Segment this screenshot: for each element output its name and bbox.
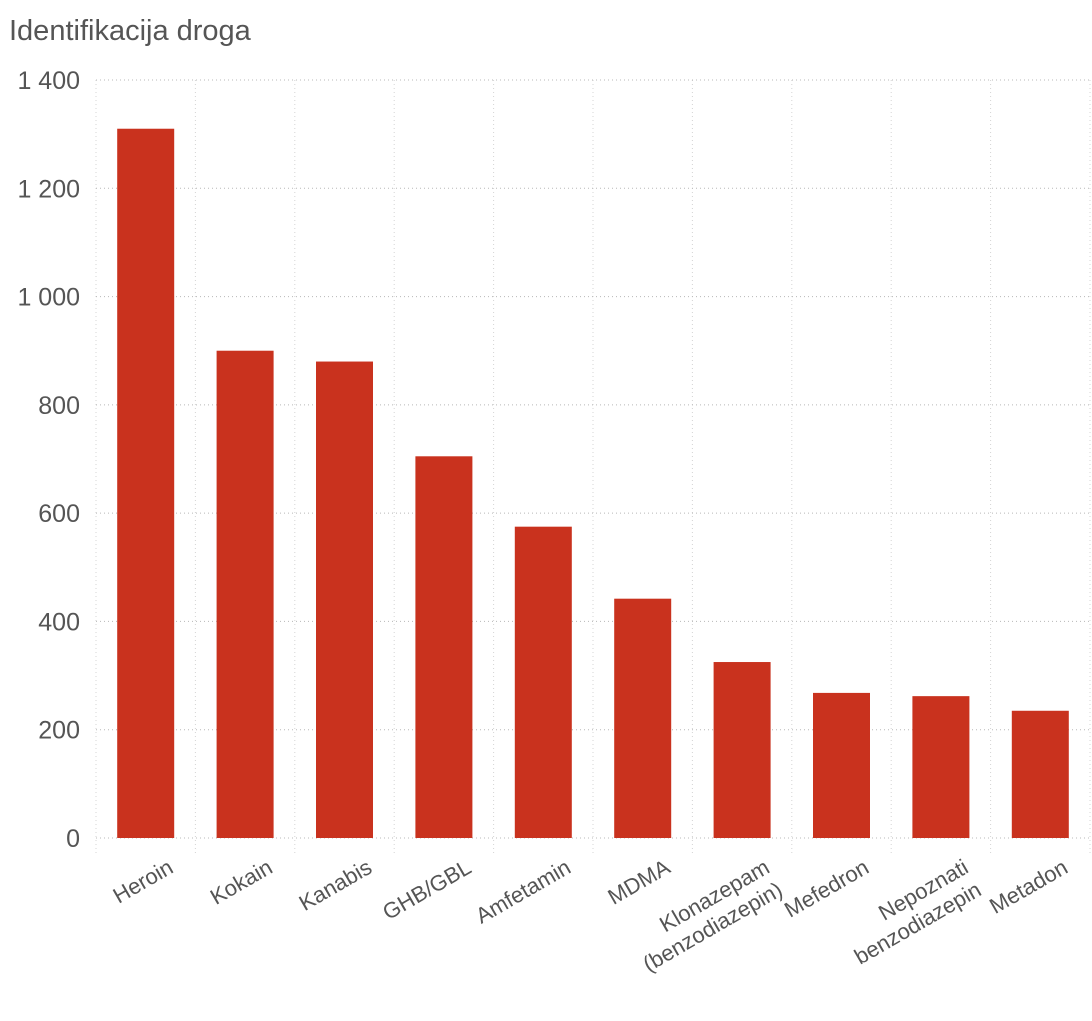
bar-nepoznati-benzodiazepin (912, 696, 970, 838)
bar-metadon (1011, 710, 1069, 838)
y-tick-label: 800 (38, 392, 80, 420)
x-tick-label-line: GHB/GBL (378, 854, 475, 925)
y-tick-label: 1 000 (17, 284, 80, 312)
y-tick-label: 600 (38, 500, 80, 528)
x-tick-label: Heroin (109, 854, 178, 908)
y-axis-ticks: 0 200 400 600 800 1 000 1 200 1 400 (17, 67, 80, 853)
x-tick-label-line: MDMA (603, 854, 674, 909)
bar-kokain (216, 350, 274, 838)
bar-amfetamin (514, 526, 572, 838)
x-tick-label-line: Kokain (206, 854, 277, 909)
y-tick-label: 1 200 (17, 175, 80, 203)
bar-klonazepam-benzodiazepin (713, 662, 771, 838)
x-tick-label-line: Metadon (985, 854, 1072, 918)
bar-kanabis (316, 361, 373, 838)
bar-ghb-gbl (415, 456, 473, 838)
y-tick-label: 200 (38, 717, 80, 745)
y-tick-label: 0 (66, 825, 80, 853)
x-tick-label-line: Mefedron (780, 854, 873, 922)
x-tick-label-line: Heroin (109, 854, 178, 908)
x-tick-label: Metadon (985, 854, 1072, 918)
y-tick-label: 400 (38, 608, 80, 636)
chart-title: Identifikacija droga (9, 15, 252, 47)
bars (117, 128, 1069, 838)
x-tick-label: Kokain (206, 854, 277, 909)
bar-mefedron (813, 692, 870, 838)
x-tick-label-line: Amfetamin (471, 854, 575, 928)
bar-mdma (614, 598, 672, 838)
x-tick-label: GHB/GBL (378, 854, 475, 925)
x-tick-label: Kanabis (295, 854, 376, 915)
x-tick-label: MDMA (603, 854, 674, 909)
x-tick-label: Mefedron (780, 854, 873, 922)
x-tick-label-line: Kanabis (295, 854, 376, 915)
y-tick-label: 1 400 (17, 67, 80, 95)
x-tick-label: Amfetamin (471, 854, 575, 928)
bar-heroin (117, 128, 175, 838)
